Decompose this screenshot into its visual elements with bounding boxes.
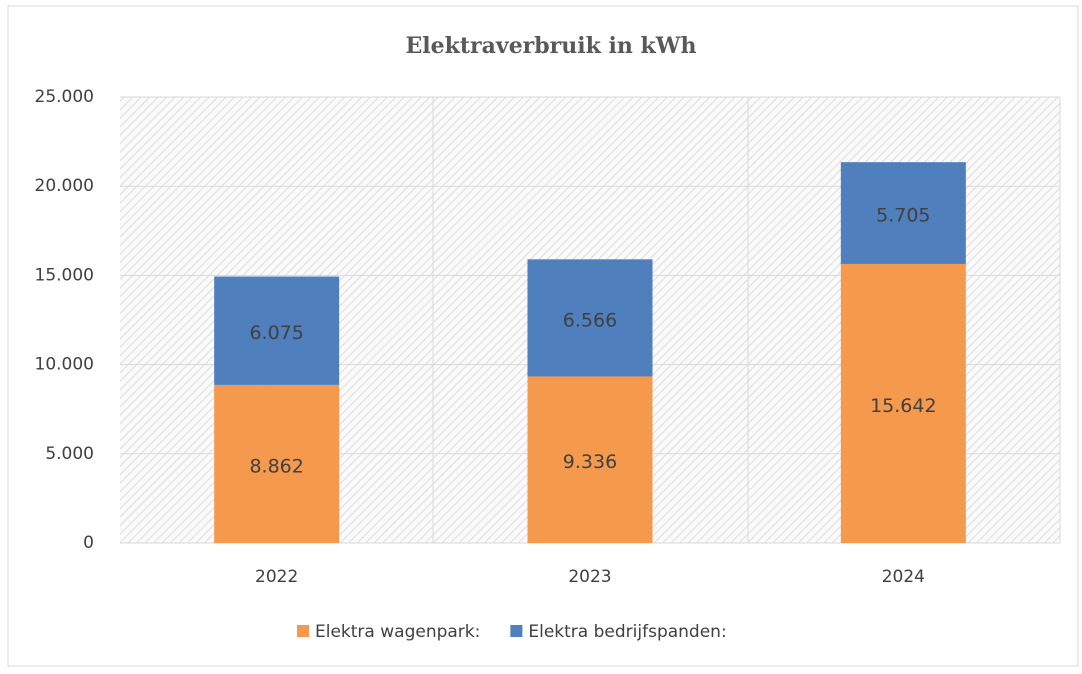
bar-segment [840,162,966,264]
data-label: 8.862 [249,455,303,477]
x-tick-label: 2023 [568,567,611,587]
bar-segment [527,376,653,543]
y-tick-label: 25.000 [35,87,94,107]
data-label: 5.705 [876,205,930,227]
bar-segment [214,384,340,543]
chart-title: Elektraverbruik in kWh [406,33,697,59]
legend-label: Elektra wagenpark: [315,622,480,642]
y-tick-label: 5.000 [45,444,94,464]
bar-segment [527,259,653,377]
data-label: 6.075 [249,322,303,344]
y-tick-label: 15.000 [35,265,94,285]
x-tick-label: 2024 [882,567,925,587]
y-tick-label: 0 [83,533,94,553]
legend-swatch [510,625,523,637]
data-label: 6.566 [563,309,617,331]
x-tick-label: 2022 [255,567,298,587]
legend-swatch [297,625,309,637]
legend-label: Elektra bedrijfspanden: [528,622,726,642]
bar-segment [214,276,340,385]
y-tick-label: 10.000 [35,355,94,375]
data-label: 15.642 [870,395,936,417]
y-tick-label: 20.000 [35,176,94,196]
bar-segment [840,263,966,543]
data-label: 9.336 [563,451,617,473]
